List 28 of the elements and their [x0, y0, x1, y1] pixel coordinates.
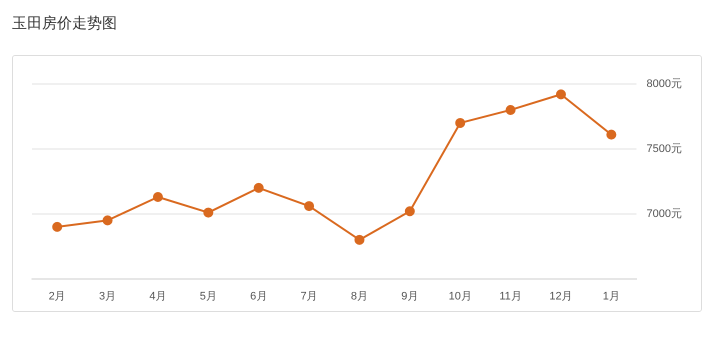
point — [254, 182, 264, 193]
x-tick-label: 3月 — [99, 290, 116, 302]
x-tick-label: 9月 — [401, 290, 418, 302]
point — [152, 192, 163, 202]
point — [455, 118, 466, 128]
x-tick-label: 7月 — [300, 290, 318, 302]
point — [606, 130, 616, 140]
x-tick-label: 10月 — [448, 290, 472, 302]
x-tick-label: 4月 — [149, 290, 167, 302]
point — [354, 234, 364, 245]
point — [102, 215, 113, 226]
point — [404, 206, 415, 216]
point — [304, 201, 314, 212]
y-tick-label: 7000元 — [646, 208, 682, 220]
x-tick-label: 12月 — [549, 290, 573, 302]
y-tick-label: 8000元 — [646, 78, 682, 90]
point — [506, 104, 516, 115]
x-tick-label: 11月 — [499, 290, 522, 302]
x-tick-label: 1月 — [602, 290, 620, 302]
point — [556, 89, 566, 100]
point — [203, 208, 214, 218]
chart-title: 玉田房价走势图 — [12, 14, 117, 33]
x-tick-label: 8月 — [350, 290, 368, 302]
x-tick-label: 5月 — [200, 290, 217, 302]
x-tick-label: 6月 — [250, 290, 268, 302]
y-tick-label: 7500元 — [646, 142, 682, 155]
x-tick-label: 2月 — [48, 290, 66, 302]
point — [52, 222, 62, 232]
